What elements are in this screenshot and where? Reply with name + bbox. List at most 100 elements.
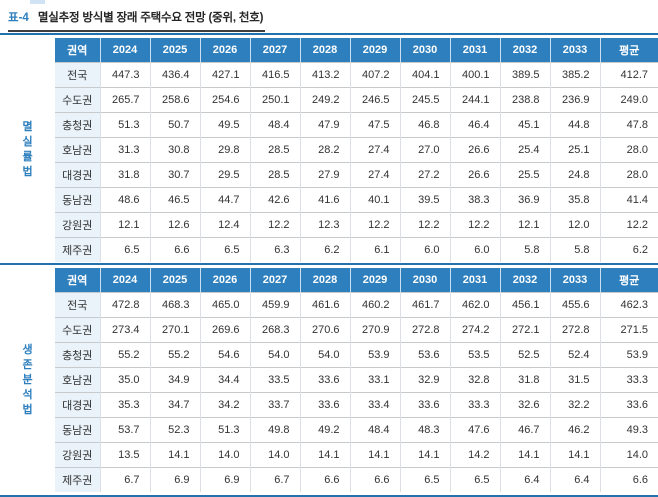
- value-cell: 51.3: [200, 417, 251, 443]
- column-header: 2027: [250, 268, 301, 293]
- value-cell: 32.2: [550, 392, 601, 418]
- value-cell: 31.5: [550, 367, 601, 393]
- value-cell: 42.6: [250, 187, 301, 213]
- value-cell: 12.2: [400, 212, 451, 238]
- value-cell: 55.2: [150, 342, 201, 368]
- value-cell: 32.6: [500, 392, 551, 418]
- method-label-char: 법: [22, 166, 33, 178]
- value-cell: 12.2: [350, 212, 401, 238]
- column-header: 2029: [350, 38, 401, 63]
- region-cell: 강원권: [55, 212, 101, 238]
- value-cell: 45.1: [500, 112, 551, 138]
- region-cell: 호남권: [55, 137, 101, 163]
- value-cell: 41.4: [600, 187, 658, 213]
- region-cell: 수도권: [55, 87, 101, 113]
- value-cell: 427.1: [200, 62, 251, 88]
- table-row: 충청권 51.3 50.7 49.5 48.4 47.9 47.5 46.8 46.4 45.1 4…: [55, 112, 658, 138]
- header-row: 권역 2024 2025 2026 2027 2028 2029 2030 2031 2032 20…: [55, 268, 658, 293]
- value-cell: 6.3: [250, 237, 301, 262]
- value-cell: 6.7: [250, 467, 301, 492]
- value-cell: 35.8: [550, 187, 601, 213]
- table-row: 충청권 55.2 55.2 54.6 54.0 54.0 53.9 53.6 53.5 52.5 5…: [55, 342, 658, 368]
- value-cell: 39.5: [400, 187, 451, 213]
- value-cell: 46.5: [150, 187, 201, 213]
- value-cell: 236.9: [550, 87, 601, 113]
- value-cell: 25.4: [500, 137, 551, 163]
- region-cell: 강원권: [55, 442, 101, 468]
- column-header: 2030: [400, 268, 451, 293]
- value-cell: 6.4: [550, 467, 601, 492]
- region-cell: 제주권: [55, 467, 101, 492]
- column-header: 2026: [200, 38, 251, 63]
- value-cell: 41.6: [300, 187, 351, 213]
- value-cell: 14.1: [500, 442, 551, 468]
- column-header: 2032: [500, 268, 551, 293]
- column-header: 평균: [600, 268, 658, 293]
- region-cell: 호남권: [55, 367, 101, 393]
- method-label-char: 생: [22, 343, 33, 356]
- value-cell: 6.5: [100, 237, 151, 262]
- value-cell: 53.7: [100, 417, 151, 443]
- value-cell: 49.3: [600, 417, 658, 443]
- value-cell: 34.7: [150, 392, 201, 418]
- value-cell: 6.5: [400, 467, 451, 492]
- value-cell: 472.8: [100, 292, 151, 318]
- value-cell: 28.5: [250, 162, 301, 188]
- value-cell: 33.6: [400, 392, 451, 418]
- value-cell: 465.0: [200, 292, 251, 318]
- value-cell: 51.3: [100, 112, 151, 138]
- value-cell: 12.6: [150, 212, 201, 238]
- value-cell: 28.5: [250, 137, 301, 163]
- value-cell: 50.7: [150, 112, 201, 138]
- value-cell: 436.4: [150, 62, 201, 88]
- region-cell: 수도권: [55, 317, 101, 343]
- column-header: 평균: [600, 38, 658, 63]
- value-cell: 27.4: [350, 162, 401, 188]
- column-header: 2030: [400, 38, 451, 63]
- value-cell: 33.5: [250, 367, 301, 393]
- value-cell: 33.6: [300, 392, 351, 418]
- method-label-char: 분: [22, 373, 33, 386]
- value-cell: 35.3: [100, 392, 151, 418]
- column-header: 2031: [450, 38, 501, 63]
- value-cell: 47.6: [450, 417, 501, 443]
- region-cell: 동남권: [55, 187, 101, 213]
- value-cell: 273.4: [100, 317, 151, 343]
- value-cell: 270.1: [150, 317, 201, 343]
- column-header: 2031: [450, 268, 501, 293]
- caption-underline-group: 표-4 멸실추정 방식별 장래 주택수요 전망 (중위, 천호): [8, 8, 266, 32]
- value-cell: 258.6: [150, 87, 201, 113]
- region-cell: 대경권: [55, 392, 101, 418]
- value-cell: 272.8: [400, 317, 451, 343]
- value-cell: 32.8: [450, 367, 501, 393]
- column-header: 2025: [150, 268, 201, 293]
- value-cell: 447.3: [100, 62, 151, 88]
- value-cell: 6.6: [300, 467, 351, 492]
- value-cell: 40.1: [350, 187, 401, 213]
- value-cell: 47.5: [350, 112, 401, 138]
- value-cell: 413.2: [300, 62, 351, 88]
- value-cell: 6.6: [350, 467, 401, 492]
- value-cell: 26.6: [450, 137, 501, 163]
- column-header: 2028: [300, 38, 351, 63]
- method-label-char: 멸: [22, 121, 33, 133]
- value-cell: 14.0: [250, 442, 301, 468]
- table-row: 대경권 31.8 30.7 29.5 28.5 27.9 27.4 27.2 26.6 25.5 2…: [55, 162, 658, 188]
- value-cell: 455.6: [550, 292, 601, 318]
- value-cell: 52.4: [550, 342, 601, 368]
- value-cell: 31.8: [100, 162, 151, 188]
- value-cell: 12.0: [550, 212, 601, 238]
- value-cell: 389.5: [500, 62, 551, 88]
- value-cell: 52.3: [150, 417, 201, 443]
- value-cell: 265.7: [100, 87, 151, 113]
- table-row: 호남권 35.0 34.9 34.4 33.5 33.6 33.1 32.9 32.8 31.8 3…: [55, 367, 658, 393]
- value-cell: 47.8: [600, 112, 658, 138]
- column-header: 2029: [350, 268, 401, 293]
- value-cell: 14.1: [350, 442, 401, 468]
- value-cell: 33.6: [300, 367, 351, 393]
- value-cell: 6.6: [600, 467, 658, 492]
- region-cell: 동남권: [55, 417, 101, 443]
- value-cell: 53.9: [350, 342, 401, 368]
- region-cell: 전국: [55, 62, 101, 88]
